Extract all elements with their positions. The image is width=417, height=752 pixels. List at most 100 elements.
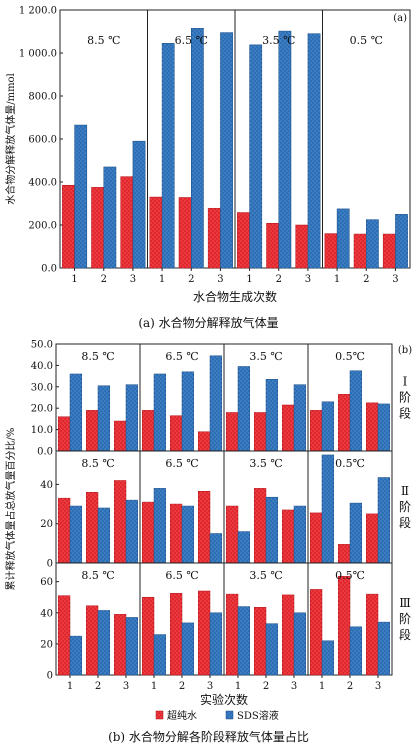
- panel-b-stage-2-bar-pure-water: [169, 503, 183, 564]
- panel-b-stage-3-bar-pure-water: [365, 593, 379, 676]
- panel-a-bar-sds: [220, 32, 233, 269]
- panel-b-stage-1-bar-pure-water: [113, 420, 127, 452]
- panel-b-stage-1-bar-sds: [97, 385, 111, 452]
- panel-b-stage-1-bar-pure-water: [197, 431, 211, 452]
- panel-b-stage-3-ytick-label: 0: [47, 671, 53, 682]
- panel-b-stage-2-bar-sds: [181, 505, 195, 564]
- panel-b-stage-3-temperature-label: 3.5 ℃: [249, 569, 282, 582]
- panel-b-stage-2-ytick-label: 40: [40, 480, 53, 491]
- panel-b-stage-1-bar-sds: [209, 355, 223, 452]
- panel-b-stage-3-xtick-label: 2: [263, 681, 269, 692]
- panel-b-stage-1-temperature-label: 6.5 ℃: [165, 350, 198, 363]
- panel-b-stage-3-bar-pure-water: [253, 607, 267, 676]
- panel-b-stage-1-bar-pure-water: [365, 402, 379, 452]
- panel-b-stage-2-bar-sds: [97, 507, 111, 564]
- panel-b-stage-label: 阶: [399, 612, 411, 626]
- panel-b-stage-label: 段: [399, 406, 411, 421]
- panel-b-stage-3-xtick-label: 2: [95, 681, 101, 692]
- panel-b-stage-2-bar-sds: [125, 499, 139, 564]
- panel-b-stage-3-bar-pure-water: [113, 614, 127, 676]
- panel-b-stage-label: Ⅱ: [401, 484, 409, 498]
- panel-b-stage-1-bar-sds: [237, 366, 251, 452]
- panel-b-stage-3-bar-sds: [69, 635, 83, 676]
- panel-b-stage-3-ytick-label: 40: [40, 608, 53, 619]
- panel-b-stage-2-bar-pure-water: [85, 492, 99, 564]
- panel-b-stage-2-bar-pure-water: [57, 497, 71, 564]
- panel-b-stage-1-bar-pure-water: [337, 394, 351, 452]
- panel-b-stage-2-bar-sds: [377, 477, 391, 564]
- panel-b-stage-3-bar-sds: [237, 606, 251, 676]
- panel-b-stage-3-bar-pure-water: [281, 594, 295, 676]
- panel-b-stage-1-bar-pure-water: [253, 412, 267, 452]
- panel-b-stage-3-xtick-label: 3: [291, 681, 297, 692]
- panel-a-xtick-label: 1: [71, 274, 77, 285]
- legend-label-sds: SDS溶液: [237, 709, 279, 722]
- panel-b-stage-1-temperature-label: 0.5℃: [335, 350, 365, 363]
- panel-b-stage-3-xtick-label: 2: [347, 681, 353, 692]
- panel-b-stage-3-xtick-label: 2: [179, 681, 185, 692]
- panel-b-stage-3-bar-pure-water: [197, 590, 211, 676]
- panel-b-stage-3-ytick-label: 20: [40, 639, 53, 650]
- panel-a-temperature-label: 6.5 ℃: [175, 34, 208, 47]
- panel-b-stage-3-xtick-label: 3: [207, 681, 213, 692]
- panel-b-stage-label: Ⅰ: [403, 375, 408, 389]
- panel-b-stage-1-ytick-label: 0.0: [37, 447, 53, 458]
- panel-a-temperature-label: 0.5 ℃: [350, 34, 383, 47]
- panel-a-bar-pure-water: [120, 176, 134, 269]
- panel-a-temperature-label: 3.5 ℃: [262, 34, 295, 47]
- panel-a-bar-sds: [103, 166, 117, 269]
- panel-b-stage-1-bar-sds: [125, 384, 139, 452]
- panel-b-stage-2-temperature-label: 3.5 ℃: [249, 457, 282, 470]
- panel-b-stage-3-xtick-label: 3: [375, 681, 381, 692]
- panel-b-stage-1-bar-sds: [153, 373, 167, 452]
- panel-a-bar-pure-water: [62, 184, 75, 269]
- panel-b-stage-1-bar-sds: [69, 373, 83, 452]
- panel-b-stage-3-bar-pure-water: [141, 596, 155, 676]
- panel-a-bar-sds: [278, 30, 292, 269]
- legend-label-pure-water: 超纯水: [167, 709, 197, 722]
- panel-a-xtick-label: 3: [392, 274, 398, 285]
- panel-a-xtick-label: 1: [159, 274, 165, 285]
- panel-a-xtick-label: 3: [217, 274, 223, 285]
- panel-b-stage-2-ytick-label: 0: [47, 559, 53, 570]
- panel-b-stage-3-bar-pure-water: [169, 593, 183, 676]
- panel-b-stage-1-bar-pure-water: [225, 412, 239, 452]
- panel-b-stage-3-bar-pure-water: [57, 595, 71, 676]
- panel-b-stage-1-bar-sds: [349, 370, 363, 452]
- panel-b-stage-label: 段: [399, 627, 411, 642]
- panel-b-stage-1-bar-pure-water: [309, 410, 323, 452]
- panel-b-stage-2-bar-pure-water: [141, 501, 155, 564]
- panel-b-stage-3-temperature-label: 8.5 ℃: [81, 569, 114, 582]
- panel-b-stage-1-bar-sds: [377, 403, 391, 452]
- panel-b-stage-3-xtick-label: 1: [151, 681, 157, 692]
- panel-b-stage-3-bar-sds: [125, 617, 139, 676]
- panel-b-stage-3-temperature-label: 6.5 ℃: [165, 569, 198, 582]
- panel-b-stage-3-xtick-label: 3: [123, 681, 129, 692]
- panel-b-stage-1-bar-pure-water: [169, 415, 183, 452]
- panel-a-bar-sds: [336, 208, 350, 269]
- panel-b-stage-3-bar-sds: [153, 634, 167, 676]
- panel-a-bar-pure-water: [91, 187, 104, 269]
- panel-a-ytick-label: 400.0: [28, 178, 57, 189]
- panel-b-caption: (b) 水合物分解各阶段释放气体量占比: [108, 729, 309, 744]
- panel-b-stage-3-temperature-label: 0.5℃: [335, 569, 365, 582]
- panel-a-ytick-label: 0.0: [41, 264, 57, 275]
- panel-b-stage-1-ytick-label: 10.0: [31, 425, 53, 436]
- panel-a-bar-sds: [132, 140, 146, 269]
- panel-a-xtick-label: 3: [130, 274, 136, 285]
- panel-a-xtick-label: 2: [101, 274, 107, 285]
- panel-a-ytick-label: 1 200.0: [19, 6, 57, 17]
- panel-b-stage-3-ytick-label: 60: [40, 577, 53, 588]
- panel-b-stage-2-bar-sds: [265, 496, 279, 564]
- panel-a-ylabel: 水合物分解释放气体量/mmol: [4, 73, 17, 205]
- panel-a-xtick-label: 3: [305, 274, 311, 285]
- panel-a-bar-sds: [161, 43, 175, 269]
- panel-b-stage-3-bar-pure-water: [337, 575, 351, 676]
- panel-b-stage-2-bar-sds: [209, 533, 223, 564]
- panel-b-xlabel: 实验次数: [200, 692, 248, 707]
- panel-a-bar-sds: [395, 214, 408, 269]
- panel-b-stage-3-bar-sds: [181, 622, 195, 676]
- panel-b-stage-1-temperature-label: 3.5 ℃: [249, 350, 282, 363]
- panel-b-stage-2-temperature-label: 8.5 ℃: [81, 457, 114, 470]
